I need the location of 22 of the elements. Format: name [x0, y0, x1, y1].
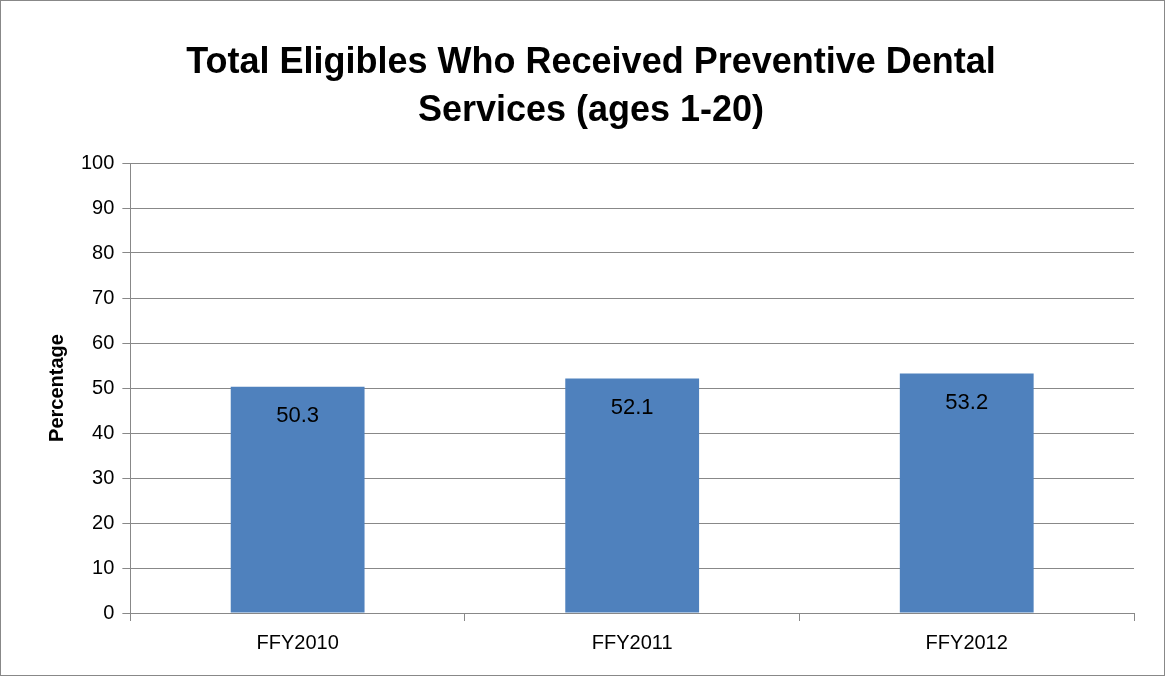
y-tick-label: 70: [92, 285, 115, 308]
y-tick-label: 0: [103, 600, 115, 623]
bar: [565, 378, 700, 613]
y-tick-label: 100: [80, 150, 115, 173]
y-tick-label: 80: [92, 240, 115, 263]
y-axis-title: Percentage: [44, 334, 67, 442]
data-label: 50.3: [276, 401, 320, 427]
chart-title: Total Eligibles Who Received Preventive Dental Services (ages 1-20): [185, 39, 997, 131]
y-tick-label: 90: [92, 195, 115, 218]
y-tick-label: 20: [92, 510, 115, 533]
x-tick-label: FFY2012: [925, 630, 1008, 653]
data-label: 52.1: [610, 393, 654, 419]
x-tick-label: FFY2010: [256, 630, 339, 653]
y-tick-label: 10: [92, 555, 115, 578]
bar: [230, 386, 365, 613]
y-tick-label: 30: [92, 465, 115, 488]
bar: [899, 373, 1034, 613]
y-tick-label: 40: [92, 420, 115, 443]
data-label: 53.2: [945, 388, 989, 414]
x-tick-label: FFY2011: [591, 630, 673, 653]
y-tick-label: 60: [92, 330, 115, 353]
y-tick-label: 50: [92, 375, 115, 398]
